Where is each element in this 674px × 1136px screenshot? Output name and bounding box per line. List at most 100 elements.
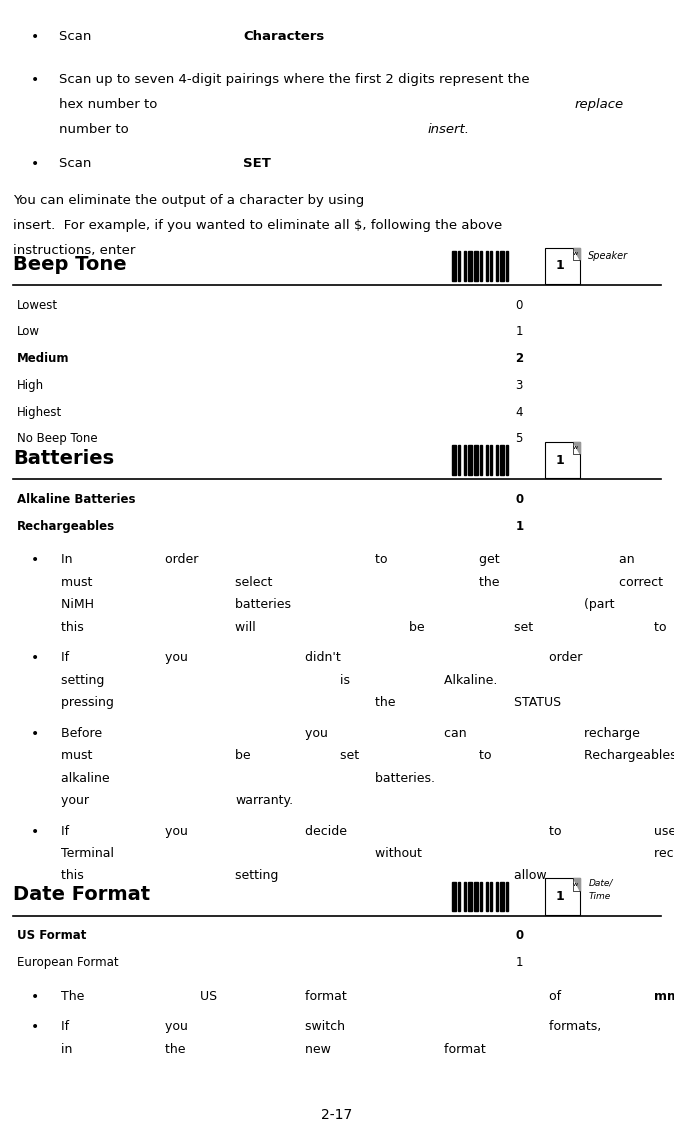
Text: to: to [375, 553, 391, 566]
Text: 1: 1 [516, 326, 523, 339]
Polygon shape [573, 248, 580, 260]
Text: 3: 3 [516, 379, 523, 392]
Text: Beep Tone: Beep Tone [13, 254, 127, 274]
Bar [452, 251, 456, 281]
Text: alkaline: alkaline [61, 771, 113, 785]
Text: •: • [31, 989, 39, 1004]
Bar [464, 445, 466, 475]
Text: in: in [61, 1043, 76, 1055]
Text: US: US [200, 989, 221, 1003]
Text: the: the [375, 696, 399, 709]
Text: No Beep Tone: No Beep Tone [17, 433, 98, 445]
Text: this: this [61, 869, 88, 883]
Text: •: • [31, 157, 39, 170]
Text: 2: 2 [516, 352, 524, 365]
Text: Characters: Characters [243, 30, 325, 42]
FancyBboxPatch shape [545, 442, 580, 478]
Text: Date Format: Date Format [13, 885, 150, 904]
Text: If: If [61, 1020, 73, 1033]
Text: 1: 1 [516, 957, 523, 969]
Text: this: this [61, 620, 88, 634]
Text: switch: switch [305, 1020, 349, 1033]
Text: pressing: pressing [61, 696, 117, 709]
Text: 1: 1 [516, 520, 524, 533]
Text: 1: 1 [556, 259, 564, 273]
Polygon shape [573, 442, 580, 454]
Text: batteries: batteries [235, 599, 295, 611]
Text: Highest: Highest [17, 406, 62, 418]
Bar [458, 251, 460, 281]
Text: w: w [573, 445, 578, 450]
Text: The: The [61, 989, 88, 1003]
Text: select: select [235, 576, 276, 588]
Text: you: you [165, 1020, 192, 1033]
Bar [480, 251, 482, 281]
Text: Before: Before [61, 727, 106, 740]
Bar [490, 882, 492, 911]
Text: Alkaline.: Alkaline. [444, 674, 501, 686]
Text: SET: SET [243, 157, 271, 169]
Text: Lowest: Lowest [17, 299, 58, 311]
Text: (part: (part [584, 599, 618, 611]
Text: If: If [61, 651, 73, 665]
Text: STATUS: STATUS [514, 696, 565, 709]
Text: must: must [61, 749, 96, 762]
Text: •: • [31, 727, 39, 741]
Text: US Format: US Format [17, 929, 86, 943]
Bar [506, 445, 508, 475]
Bar [486, 882, 488, 911]
Bar [496, 445, 498, 475]
Text: use: use [654, 825, 674, 837]
Text: Medium: Medium [17, 352, 69, 365]
Text: an: an [619, 553, 638, 566]
Text: get: get [479, 553, 504, 566]
Bar [464, 251, 466, 281]
Text: setting: setting [235, 869, 282, 883]
Text: allow: allow [514, 869, 551, 883]
Text: must: must [61, 576, 96, 588]
Text: new: new [305, 1043, 335, 1055]
Bar [468, 445, 472, 475]
Text: didn't: didn't [305, 651, 344, 665]
Bar [458, 445, 460, 475]
Bar [468, 251, 472, 281]
Bar [474, 251, 478, 281]
Text: Terminal: Terminal [61, 847, 118, 860]
Bar [506, 882, 508, 911]
Text: w: w [573, 251, 578, 256]
Text: warranty.: warranty. [235, 794, 293, 807]
Bar [486, 251, 488, 281]
Polygon shape [573, 878, 580, 891]
Bar [480, 445, 482, 475]
Text: of: of [549, 989, 565, 1003]
Bar [500, 251, 504, 281]
FancyBboxPatch shape [545, 248, 580, 284]
Text: Batteries: Batteries [13, 449, 115, 468]
Text: will: will [235, 620, 259, 634]
Text: the: the [165, 1043, 190, 1055]
Text: hex number to: hex number to [59, 98, 162, 110]
Text: Low: Low [17, 326, 40, 339]
Text: Scan: Scan [59, 30, 96, 42]
Text: be: be [409, 620, 429, 634]
Bar [474, 882, 478, 911]
Text: •: • [31, 553, 39, 567]
Text: replace: replace [575, 98, 624, 110]
Text: rechargeables: rechargeables [654, 847, 674, 860]
Text: setting: setting [61, 674, 108, 686]
Text: your: your [61, 794, 92, 807]
Text: order: order [165, 553, 203, 566]
Text: insert.: insert. [427, 123, 470, 135]
Text: can: can [444, 727, 471, 740]
Text: Date/: Date/ [588, 878, 613, 887]
Text: 5: 5 [516, 433, 523, 445]
Bar [452, 882, 456, 911]
Text: formats,: formats, [549, 1020, 605, 1033]
Text: the: the [479, 576, 503, 588]
Text: format: format [444, 1043, 490, 1055]
Text: Rechargeables: Rechargeables [17, 520, 115, 533]
Text: 0: 0 [516, 493, 524, 506]
Bar [468, 882, 472, 911]
Text: number to: number to [59, 123, 133, 135]
Text: In: In [61, 553, 76, 566]
